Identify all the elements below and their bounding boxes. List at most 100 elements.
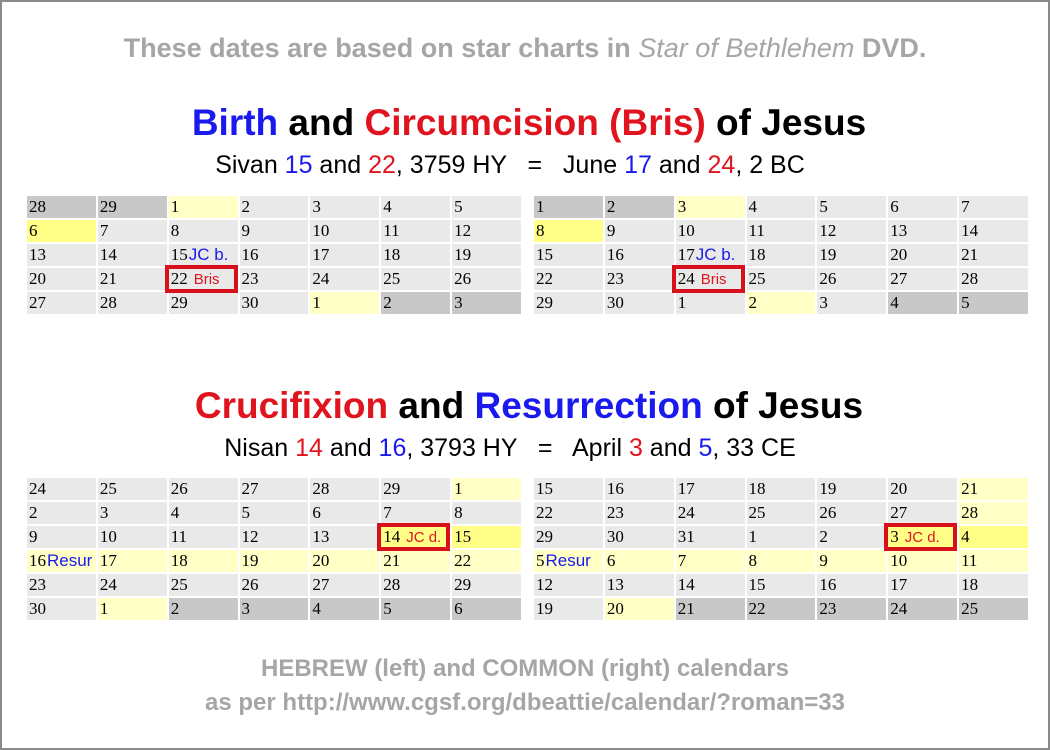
day-number: 6	[312, 503, 321, 522]
calendar-week-row: 29 30 31 1 2 3 JC d. 4	[534, 526, 1028, 548]
day-number: 13	[890, 221, 908, 240]
day-number: 11	[170, 527, 188, 546]
calendar-day-cell: 28	[310, 478, 380, 500]
hebrew-sivan-calendar: 28 29 1 2 3 4 5 6 7 8 9 10 11 12 13 14 15JC b. 16 17 18 19 20…	[25, 194, 523, 316]
calendar-day-cell: 24	[310, 268, 380, 290]
calendar-day-cell: 29	[381, 478, 451, 500]
calendar-day-cell: 4	[746, 196, 816, 218]
day-number: 19	[536, 599, 553, 618]
calendar-day-cell: 23	[604, 502, 674, 524]
annotation-resur: Resur	[545, 551, 591, 570]
birth-heading: Birth and Circumcision (Bris) of Jesus	[191, 102, 867, 143]
calendar-day-cell: 2	[239, 196, 309, 218]
calendar-week-row: 2 3 4 5 6 7 8	[27, 502, 521, 524]
day-number: 26	[819, 269, 837, 288]
calendar-day-cell: 28	[959, 268, 1028, 290]
day-number: 19	[819, 479, 837, 498]
day-number: 22	[170, 269, 188, 288]
calendar-day-cell: 11	[381, 220, 451, 242]
day-number: 4	[748, 197, 758, 216]
calendar-day-cell: 17	[310, 244, 380, 266]
calendar-day-cell: 12	[452, 220, 521, 242]
day-number: 25	[748, 503, 766, 522]
day-number: 2	[606, 197, 616, 216]
calendar-day-cell: 3	[97, 502, 167, 524]
hebrew-nisan-calendar: 24 25 26 27 28 29 1 2 3 4 5 6 7 8 9 10 11 12 13 14 JC d. 15 16…	[25, 476, 523, 622]
calendar-day-cell: 6	[310, 502, 380, 524]
calendar-week-row: 15 16 17JC b. 18 19 20 21	[534, 244, 1028, 266]
day-number: 24	[677, 503, 695, 522]
calendar-day-cell: 23	[604, 268, 674, 290]
day-number: 10	[99, 527, 117, 546]
calendar-day-cell: 20	[888, 244, 958, 266]
calendar-day-cell: 20	[310, 550, 380, 572]
day-number: 27	[29, 293, 46, 312]
calendar-day-cell: 2	[817, 526, 887, 548]
calendar-day-cell: 7	[381, 502, 451, 524]
calendar-day-cell: 30	[604, 526, 674, 548]
day-number: 29	[170, 293, 188, 312]
annotation-bris: Bris	[193, 271, 220, 288]
day-number: 15	[170, 245, 188, 264]
day-number: 1	[748, 527, 758, 546]
calendar-day-cell: 1	[310, 292, 380, 314]
calendar-day-cell: 14 JC d.	[381, 526, 451, 548]
day-number: 8	[748, 551, 758, 570]
day-number: 29	[454, 575, 472, 594]
calendar-day-cell: 16	[604, 478, 674, 500]
day-number: 3	[890, 527, 899, 546]
death-heading: Crucifixion and Resurrection of Jesus	[194, 385, 864, 426]
day-number: 25	[170, 575, 188, 594]
day-number: 25	[748, 269, 766, 288]
calendar-day-cell: 10	[675, 220, 745, 242]
calendar-day-cell: 9	[27, 526, 96, 548]
calendar-day-cell: 25	[168, 574, 238, 596]
day-number: 5	[454, 197, 463, 216]
day-number: 16	[241, 245, 259, 264]
day-number: 6	[29, 221, 38, 240]
calendar-day-cell: 4	[168, 502, 238, 524]
calendar-week-row: 12 13 14 15 16 17 18	[534, 574, 1028, 596]
day-number: 19	[819, 245, 837, 264]
calendar-day-cell: 1	[534, 196, 603, 218]
calendar-day-cell: 25	[746, 502, 816, 524]
footer-line-2: as per http://www.cgsf.org/dbeattie/cale…	[205, 689, 845, 716]
day-number: 9	[606, 221, 616, 240]
calendar-day-cell: 11	[959, 550, 1028, 572]
day-number: 25	[99, 479, 117, 498]
calendar-day-cell: 24	[888, 598, 958, 620]
day-number: 24	[29, 479, 46, 498]
calendar-day-cell: 22	[534, 268, 603, 290]
day-number: 28	[99, 293, 117, 312]
day-number: 27	[890, 503, 908, 522]
calendar-day-cell: 15	[534, 244, 603, 266]
day-number: 1	[677, 293, 687, 312]
calendar-day-cell: 9	[239, 220, 309, 242]
day-number: 6	[454, 599, 463, 618]
calendar-day-cell: 19	[534, 598, 603, 620]
calendar-week-row: 6 7 8 9 10 11 12	[27, 220, 521, 242]
day-number: 14	[99, 245, 117, 264]
day-number: 4	[961, 527, 970, 546]
day-number: 27	[890, 269, 908, 288]
common-june-calendar: 1 2 3 4 5 6 7 8 9 10 11 12 13 14 15 16 17JC b. 18 19 20 21 22…	[532, 194, 1030, 316]
day-number: 5	[961, 293, 970, 312]
day-number: 12	[241, 527, 259, 546]
calendar-day-cell: 16	[817, 574, 887, 596]
calendar-week-row: 9 10 11 12 13 14 JC d. 15	[27, 526, 521, 548]
calendar-day-cell: 19	[452, 244, 521, 266]
calendar-day-cell: 1	[675, 292, 745, 314]
calendar-day-cell: 29	[534, 526, 603, 548]
day-number: 31	[677, 527, 695, 546]
day-number: 14	[961, 221, 979, 240]
calendar-day-cell: 10	[310, 220, 380, 242]
day-number: 2	[241, 197, 251, 216]
day-number: 1	[536, 197, 545, 216]
calendar-week-row: 27 28 29 30 1 2 3	[27, 292, 521, 314]
calendar-day-cell: 5	[452, 196, 521, 218]
calendar-day-cell: 6	[452, 598, 521, 620]
day-number: 20	[890, 479, 908, 498]
calendar-day-cell: 19	[817, 244, 887, 266]
calendar-day-cell: 16	[239, 244, 309, 266]
